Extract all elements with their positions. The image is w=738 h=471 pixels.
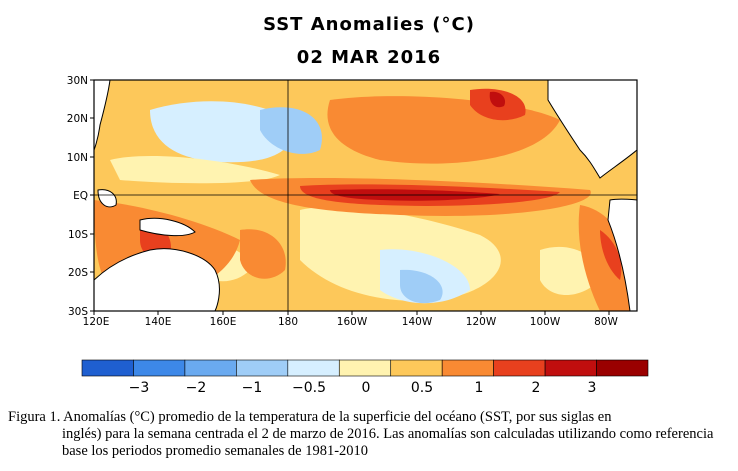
landmass-borneo	[97, 189, 117, 208]
colorbar-tick-label: 1	[475, 380, 484, 396]
colorbar-tick-label: −3	[129, 380, 150, 396]
lon-label: 100W	[530, 316, 561, 328]
caption-first-line: Figura 1. Anomalías (°C) promedio de la …	[8, 409, 612, 425]
colorbar-swatch	[390, 359, 443, 377]
colorbar-labels: −3 −2 −1 −0.5 0 0.5 1 2 3	[129, 380, 597, 396]
lat-label: 10N	[67, 152, 88, 164]
colorbar-tick-label: 0.5	[411, 380, 433, 396]
colorbar-tick-label: −2	[186, 380, 207, 396]
lon-label: 120E	[83, 316, 110, 328]
colorbar-swatch	[236, 359, 289, 377]
colorbar	[81, 359, 649, 377]
lon-label: 140E	[145, 316, 172, 328]
colorbar-tick-label: 2	[532, 380, 541, 396]
figure-caption: Figura 1. Anomalías (°C) promedio de la …	[8, 409, 732, 460]
colorbar-tick-label: −0.5	[292, 380, 326, 396]
reference-lines	[94, 80, 637, 311]
lon-label: 140W	[402, 316, 433, 328]
colorbar-tick-label: 3	[588, 380, 597, 396]
map-date: 02 MAR 2016	[296, 47, 442, 68]
lat-label: EQ	[73, 190, 88, 202]
lon-label: 180	[278, 316, 298, 328]
landmass-north-america	[547, 80, 637, 179]
colorbar-tick-label: 0	[362, 380, 371, 396]
lat-label: 20N	[67, 113, 88, 125]
colorbar-swatch	[441, 359, 494, 377]
colorbar-swatch	[338, 359, 392, 377]
axis-ticks	[90, 79, 610, 315]
longitude-labels: 120E 140E 160E 180 160W 140W 120W 100W 8…	[83, 316, 619, 328]
lon-label: 160E	[210, 316, 237, 328]
landmass-australia	[94, 248, 220, 311]
lon-label: 120W	[466, 316, 497, 328]
colorbar-swatch	[287, 359, 340, 377]
colorbar-swatch	[133, 359, 186, 377]
lon-label: 80W	[594, 316, 618, 328]
latitude-labels: 30N 20N 10N EQ 10S 20S 30S	[67, 75, 89, 318]
colorbar-swatch	[544, 359, 597, 377]
landmass-new-guinea	[139, 217, 196, 237]
colorbar-swatch	[493, 359, 546, 377]
lat-label: 10S	[68, 229, 88, 241]
map-title: SST Anomalies (°C)	[263, 14, 475, 35]
lat-label: 30N	[67, 75, 88, 87]
colorbar-swatch	[81, 359, 134, 377]
lon-label: 160W	[337, 316, 368, 328]
colorbar-tick-label: −1	[242, 380, 263, 396]
colorbar-swatch	[184, 359, 237, 377]
caption-continuation: inglés) para la semana centrada el 2 de …	[62, 426, 714, 459]
colorbar-swatch	[596, 359, 649, 377]
lat-label: 30S	[68, 306, 88, 318]
lat-label: 20S	[68, 267, 88, 279]
